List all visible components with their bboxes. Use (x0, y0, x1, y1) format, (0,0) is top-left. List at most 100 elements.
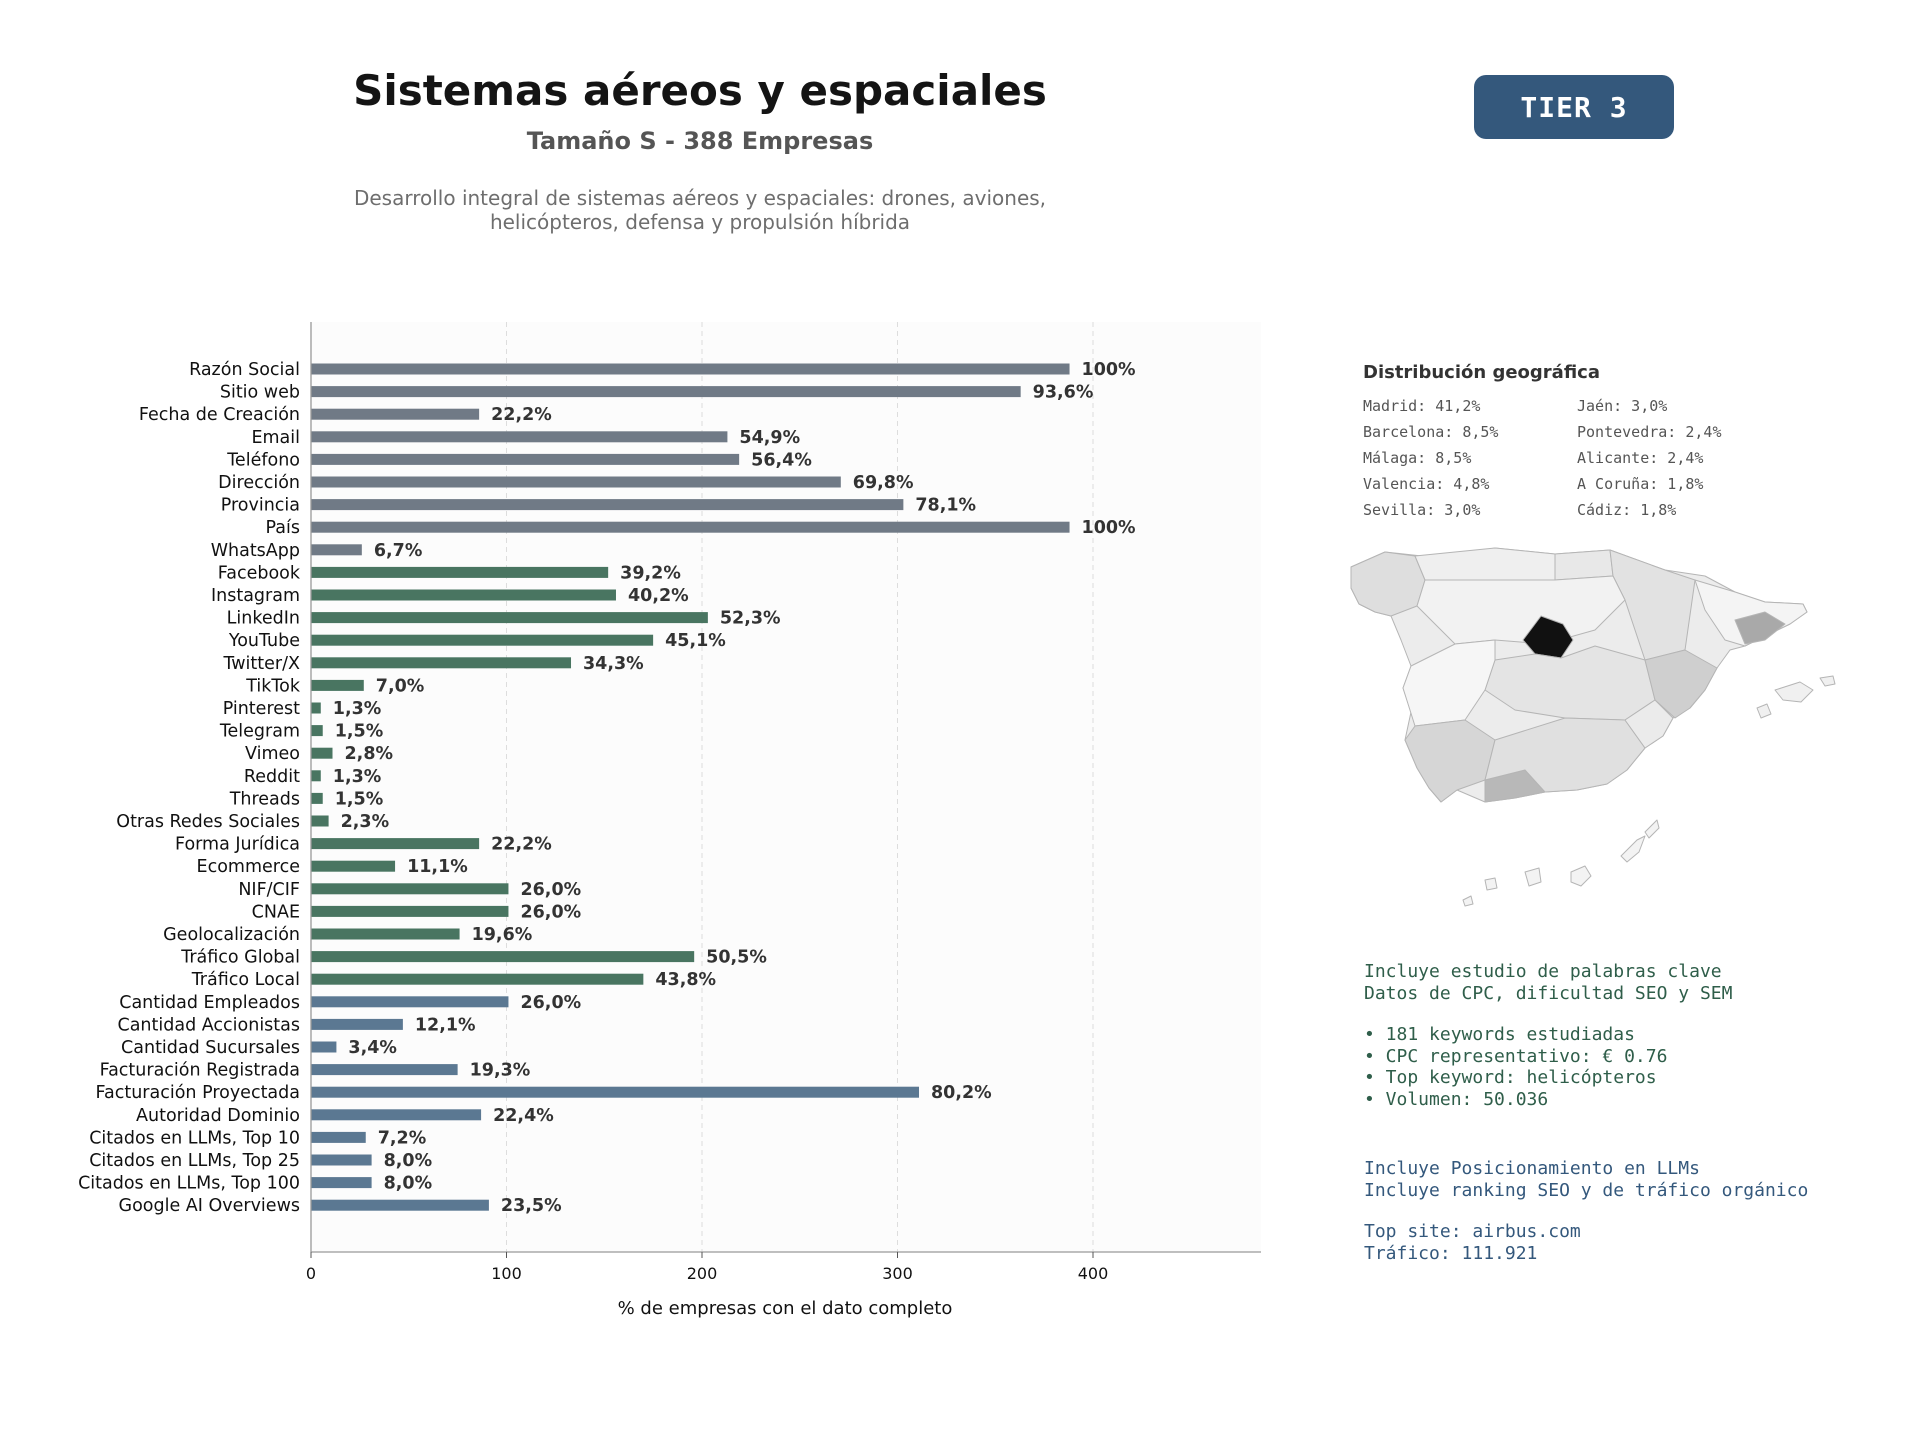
bar (311, 566, 609, 578)
bar (311, 612, 708, 624)
bar (311, 1041, 337, 1053)
island-balearic-2 (1819, 675, 1836, 687)
bar (311, 702, 321, 714)
bar (311, 1199, 489, 1211)
value-label: 22,2% (491, 835, 552, 855)
bar (311, 431, 728, 443)
category-label: Tráfico Local (191, 970, 300, 990)
category-label: Cantidad Sucursales (121, 1038, 300, 1058)
bars-group (311, 363, 1070, 1211)
geo-distribution-list: Madrid: 41,2% Jaén: 3,0% Barcelona: 8,5%… (1363, 398, 1763, 519)
value-label: 2,3% (341, 812, 390, 832)
category-label: Cantidad Accionistas (117, 1015, 300, 1035)
value-label: 1,3% (333, 767, 382, 787)
category-label: Facturación Proyectada (96, 1083, 300, 1103)
category-label: Razón Social (189, 360, 300, 380)
value-label: 19,3% (470, 1061, 531, 1081)
bar (311, 905, 509, 917)
island-canary-2 (1524, 867, 1542, 887)
value-label: 22,2% (491, 405, 552, 425)
category-label: Citados en LLMs, Top 25 (89, 1151, 300, 1171)
geo-item: Cádiz: 1,8% (1577, 501, 1677, 519)
bar (311, 657, 572, 669)
bar (311, 1018, 403, 1030)
bar (311, 499, 904, 511)
value-label: 26,0% (520, 902, 581, 922)
x-tick-label: 400 (1078, 1264, 1109, 1283)
bar (311, 408, 480, 420)
value-label: 54,9% (739, 428, 800, 448)
keywords-bullet: • Top keyword: helicópteros (1364, 1067, 1657, 1088)
category-label: País (266, 518, 300, 538)
bar (311, 838, 480, 850)
value-label: 39,2% (620, 563, 681, 583)
category-label: Fecha de Creación (139, 405, 300, 425)
geo-item: Jaén: 3,0% (1577, 397, 1668, 415)
geo-item: Málaga: 8,5% (1363, 449, 1472, 467)
geo-item: Barcelona: 8,5% (1363, 423, 1499, 441)
value-label: 19,6% (472, 925, 533, 945)
category-label: NIF/CIF (238, 880, 300, 900)
island-balearic-1 (1774, 681, 1814, 703)
category-label: Telegram (219, 722, 300, 742)
bar (311, 476, 841, 488)
bar (311, 883, 509, 895)
llm-line-1: Incluye Posicionamiento en LLMs (1364, 1158, 1700, 1179)
category-label: Dirección (218, 473, 300, 493)
bar (311, 589, 616, 601)
category-label: Autoridad Dominio (136, 1106, 300, 1126)
value-label: 1,5% (335, 722, 384, 742)
category-label: Tráfico Global (180, 948, 300, 968)
page-title: Sistemas aéreos y espaciales (353, 66, 1047, 115)
region-andalucia-east (1484, 717, 1646, 793)
region-galicia (1350, 551, 1426, 617)
bar (311, 1177, 372, 1189)
value-label: 7,0% (376, 676, 425, 696)
bar (311, 860, 396, 872)
region-basque (1554, 549, 1614, 581)
bar (311, 544, 362, 556)
category-label: Google AI Overviews (119, 1196, 300, 1216)
keywords-info: Incluye estudio de palabras clave Datos … (1364, 961, 1732, 1110)
bar (311, 815, 329, 827)
bar (311, 386, 1021, 398)
value-label: 34,3% (583, 654, 644, 674)
geo-item: Sevilla: 3,0% (1363, 501, 1481, 519)
value-label: 26,0% (520, 880, 581, 900)
value-label: 1,3% (333, 699, 382, 719)
value-label: 78,1% (915, 496, 976, 516)
value-label: 43,8% (655, 970, 716, 990)
region-extremadura (1402, 639, 1496, 727)
value-label: 26,0% (520, 993, 581, 1013)
bar (311, 725, 323, 737)
keywords-line-1: Incluye estudio de palabras clave (1364, 961, 1722, 982)
geo-item: Valencia: 4,8% (1363, 475, 1490, 493)
geo-item: Pontevedra: 2,4% (1577, 423, 1722, 441)
keywords-bullet: • CPC representativo: € 0.76 (1364, 1045, 1668, 1067)
bar (311, 1064, 458, 1076)
x-tick-label: 0 (306, 1264, 316, 1283)
region-murcia (1624, 699, 1674, 749)
bar (311, 453, 740, 465)
value-label: 12,1% (415, 1015, 476, 1035)
category-label: Facturación Registrada (100, 1061, 300, 1081)
category-label: TikTok (245, 676, 301, 696)
x-tick-label: 300 (882, 1264, 913, 1283)
x-axis-label: % de empresas con el dato completo (618, 1298, 953, 1319)
geo-item: Alicante: 2,4% (1577, 449, 1704, 467)
value-label: 7,2% (378, 1128, 427, 1148)
island-balearic-3 (1756, 703, 1772, 719)
bar (311, 928, 460, 940)
value-label: 2,8% (345, 744, 394, 764)
top-site: Top site: airbus.com (1364, 1221, 1581, 1242)
island-canary-4 (1620, 835, 1646, 863)
keywords-bullet: • Volumen: 50.036 (1364, 1088, 1549, 1110)
category-label: Email (251, 428, 300, 448)
value-label: 45,1% (665, 631, 726, 651)
value-label: 6,7% (374, 541, 423, 561)
category-label: Citados en LLMs, Top 10 (89, 1128, 300, 1148)
bar (311, 1131, 366, 1143)
keywords-bullet: • 181 keywords estudiadas (1364, 1024, 1635, 1045)
